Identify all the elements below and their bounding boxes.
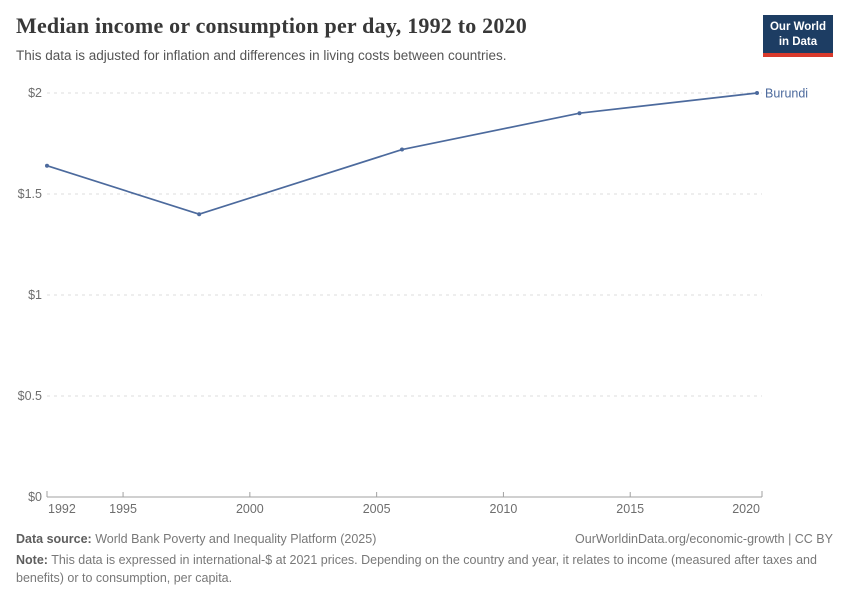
data-source-label: Data source: [16,532,92,546]
x-axis-tick-label: 2015 [616,502,644,516]
y-axis-tick-label: $1.5 [18,187,42,201]
attribution-link[interactable]: OurWorldinData.org/economic-growth | CC … [575,532,833,546]
owid-logo-line2: in Data [778,35,818,48]
x-axis-tick-label: 1992 [48,502,76,516]
chart-subtitle: This data is adjusted for inflation and … [16,48,507,63]
x-axis-tick-label: 2000 [236,502,264,516]
x-axis-tick-label: 1995 [109,502,137,516]
data-source-line: Data source: World Bank Poverty and Ineq… [16,531,376,549]
chart-footer: Data source: World Bank Poverty and Ineq… [16,531,833,587]
data-source-text: World Bank Poverty and Inequality Platfo… [95,532,377,546]
owid-logo-line1: Our World [769,21,826,33]
data-point [197,212,202,217]
data-point [577,111,582,116]
y-axis-tick-label: $0.5 [18,389,42,403]
y-axis-tick-label: $0 [28,490,42,504]
x-axis-tick-label: 2005 [363,502,391,516]
line-chart: $0 $0.5 $1 $1.5 $2 1992 1995 2000 2005 2010 2015 20… [18,86,808,516]
y-axis-tick-label: $1 [28,288,42,302]
data-point [400,147,404,152]
data-line [46,92,758,216]
chart-header: Median income or consumption per day, 19… [16,13,740,63]
data-point [45,163,49,168]
note-text: This data is expressed in international-… [16,552,817,585]
x-axis-tick-label: 2010 [490,502,518,516]
series-end-label: Burundi [765,87,808,101]
data-point [755,91,759,95]
note-label: Note: [16,552,48,567]
chart-title: Median income or consumption per day, 19… [16,13,527,38]
footer-source-row: Data source: World Bank Poverty and Ineq… [16,531,833,549]
note-line: Note: This data is expressed in internat… [16,552,833,588]
owid-logo: Our World in Data [762,15,833,58]
y-axis-tick-label: $2 [28,86,42,100]
x-axis-tick-label: 2020 [732,502,760,516]
